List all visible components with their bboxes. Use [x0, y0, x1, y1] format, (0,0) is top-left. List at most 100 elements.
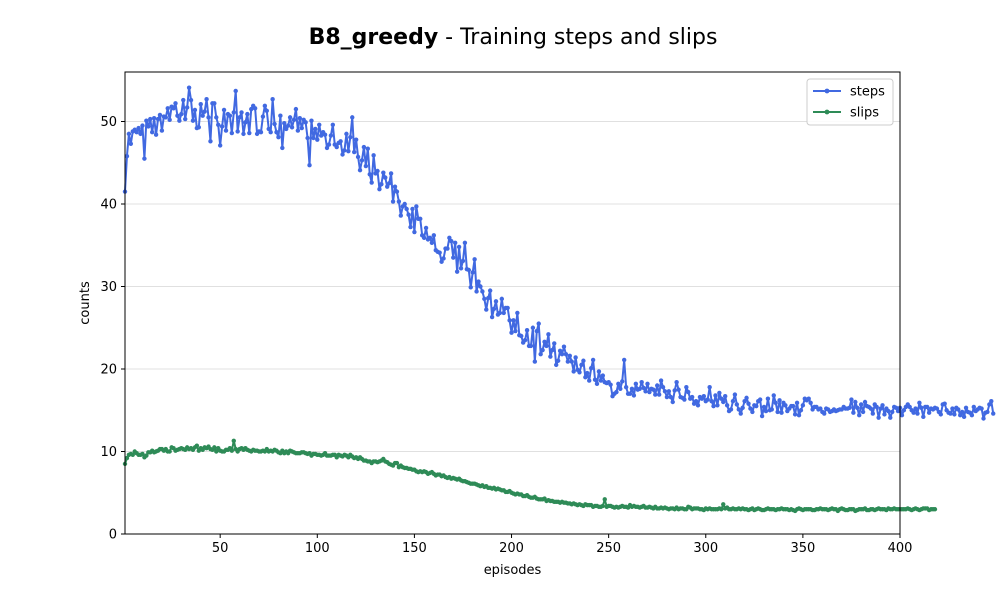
data-point-steps — [157, 112, 163, 118]
data-point-steps — [530, 325, 536, 330]
data-point-steps — [377, 186, 382, 192]
data-point-steps — [322, 132, 328, 137]
data-point-steps — [513, 328, 518, 334]
data-point-steps — [183, 116, 188, 122]
data-point-steps — [437, 250, 442, 255]
data-point-steps — [291, 117, 297, 123]
data-point-steps — [639, 380, 644, 385]
data-point-steps — [216, 122, 221, 128]
data-point-steps — [499, 296, 505, 302]
data-point-steps — [765, 396, 771, 401]
data-point-steps — [268, 130, 273, 135]
data-point-steps — [761, 404, 767, 410]
data-point-steps — [981, 416, 986, 421]
x-tick-label: 50 — [212, 541, 229, 556]
data-point-steps — [577, 370, 582, 375]
data-point-steps — [317, 122, 322, 128]
data-point-slips — [231, 438, 236, 443]
data-point-steps — [217, 143, 223, 148]
data-point-steps — [715, 403, 720, 408]
data-point-steps — [315, 137, 320, 142]
data-point-steps — [794, 400, 800, 406]
data-point-steps — [458, 266, 464, 271]
data-point-steps — [528, 343, 534, 349]
data-point-steps — [431, 233, 437, 238]
y-tick-label: 0 — [109, 528, 117, 543]
data-point-steps — [227, 113, 233, 118]
data-point-steps — [501, 310, 506, 316]
data-point-steps — [771, 393, 776, 398]
data-point-steps — [410, 206, 415, 212]
data-point-steps — [478, 284, 483, 289]
data-point-steps — [748, 406, 753, 411]
data-point-steps — [235, 129, 240, 134]
data-point-steps — [959, 409, 965, 415]
y-tick-label: 20 — [100, 363, 117, 378]
data-point-steps — [901, 408, 907, 413]
data-point-steps — [369, 180, 374, 185]
data-point-steps — [763, 408, 769, 414]
data-point-steps — [919, 405, 924, 410]
data-point-steps — [542, 339, 547, 344]
data-point-steps — [614, 389, 619, 395]
data-point-steps — [952, 412, 957, 417]
data-point-steps — [344, 131, 349, 137]
data-point-steps — [124, 153, 130, 159]
data-point-steps — [620, 379, 625, 384]
data-point-steps — [192, 107, 198, 113]
data-point-steps — [445, 246, 450, 251]
data-point-steps — [808, 400, 813, 406]
data-point-steps — [548, 354, 553, 359]
data-point-steps — [658, 378, 664, 383]
data-point-steps — [363, 163, 369, 169]
data-point-steps — [491, 306, 497, 311]
data-point-steps — [352, 149, 357, 155]
data-point-steps — [670, 399, 675, 405]
data-point-steps — [777, 398, 782, 403]
data-point-slips — [214, 449, 219, 454]
x-axis-label: episodes — [484, 563, 542, 578]
data-point-steps — [596, 369, 602, 374]
data-point-steps — [184, 105, 190, 110]
data-point-steps — [177, 118, 182, 123]
data-point-steps — [559, 351, 565, 357]
data-point-steps — [655, 383, 660, 388]
y-axis-label: counts — [78, 281, 93, 325]
data-point-steps — [746, 401, 751, 406]
data-point-steps — [381, 170, 386, 175]
data-point-steps — [709, 398, 714, 404]
x-tick-label: 150 — [402, 541, 427, 556]
data-point-steps — [759, 413, 765, 419]
data-point-steps — [608, 382, 613, 387]
y-tick-label: 30 — [100, 280, 117, 295]
data-point-steps — [441, 256, 446, 261]
data-point-steps — [868, 406, 874, 411]
data-point-steps — [701, 394, 707, 399]
data-point-steps — [637, 386, 642, 391]
data-point-steps — [618, 386, 623, 391]
data-point-steps — [569, 359, 574, 364]
data-point-steps — [280, 145, 285, 151]
data-point-steps — [188, 97, 194, 103]
x-tick-label: 400 — [888, 541, 913, 556]
data-point-steps — [159, 128, 165, 133]
data-point-slips — [602, 497, 607, 502]
data-point-steps — [633, 381, 639, 387]
data-point-steps — [598, 378, 604, 383]
data-point-steps — [971, 404, 977, 410]
data-point-steps — [587, 378, 592, 383]
data-point-steps — [534, 328, 539, 334]
data-point-steps — [204, 97, 209, 102]
data-point-steps — [798, 408, 804, 413]
data-point-steps — [472, 257, 477, 262]
data-point-steps — [917, 400, 922, 406]
data-point-steps — [214, 115, 219, 120]
data-point-steps — [722, 394, 728, 399]
data-point-steps — [985, 409, 990, 415]
data-point-steps — [355, 154, 361, 160]
data-point-steps — [151, 116, 157, 121]
data-point-steps — [987, 402, 992, 407]
data-point-steps — [860, 409, 866, 415]
data-point-steps — [643, 389, 648, 394]
data-point-steps — [538, 351, 543, 357]
